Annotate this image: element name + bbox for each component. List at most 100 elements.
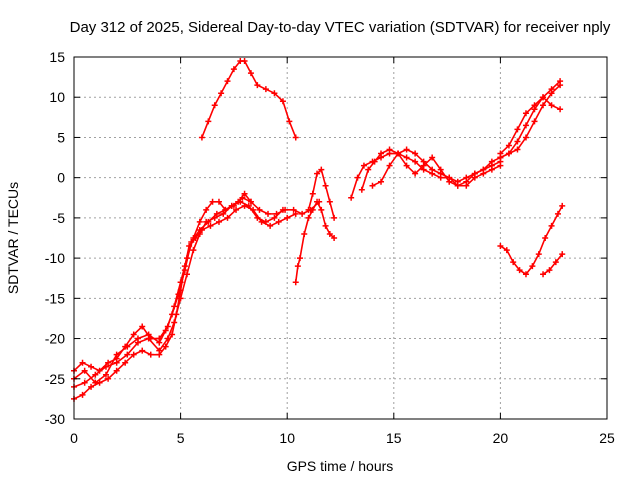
series-track-14 xyxy=(497,202,566,278)
data-point-marker xyxy=(211,102,218,109)
data-point-marker xyxy=(113,367,120,374)
data-series xyxy=(71,58,566,402)
data-point-marker xyxy=(233,206,240,213)
data-point-marker xyxy=(279,206,286,213)
data-point-marker xyxy=(395,150,402,157)
data-point-marker xyxy=(522,110,529,117)
data-point-marker xyxy=(207,222,214,229)
data-point-marker xyxy=(522,122,529,129)
data-point-marker xyxy=(548,90,555,97)
data-point-marker xyxy=(209,198,216,205)
data-point-marker xyxy=(292,279,299,286)
data-point-marker xyxy=(386,162,393,169)
data-point-marker xyxy=(412,150,419,157)
data-point-marker xyxy=(105,359,112,366)
data-point-marker xyxy=(480,170,487,177)
data-point-marker xyxy=(531,106,538,113)
data-point-marker xyxy=(196,218,203,225)
data-point-marker xyxy=(559,202,566,209)
chart-title: Day 312 of 2025, Sidereal Day-to-day VTE… xyxy=(70,19,611,36)
data-point-marker xyxy=(446,174,453,181)
series-track-12 xyxy=(497,82,564,161)
data-point-marker xyxy=(284,214,291,221)
data-point-marker xyxy=(164,323,171,330)
data-point-marker xyxy=(235,198,242,205)
data-point-marker xyxy=(196,230,203,237)
series-line xyxy=(499,96,561,159)
data-point-marker xyxy=(497,154,504,161)
data-point-marker xyxy=(497,162,504,169)
data-point-marker xyxy=(198,134,205,141)
data-point-marker xyxy=(322,222,329,229)
data-point-marker xyxy=(156,335,163,342)
data-point-marker xyxy=(497,243,504,250)
data-point-marker xyxy=(271,214,278,221)
data-point-marker xyxy=(164,335,171,342)
data-point-marker xyxy=(171,319,178,326)
series-line xyxy=(73,205,297,400)
data-point-marker xyxy=(156,347,163,354)
plot-frame xyxy=(73,56,608,420)
data-point-marker xyxy=(369,182,376,189)
series-line xyxy=(542,253,564,276)
data-point-marker xyxy=(516,267,523,274)
data-point-marker xyxy=(203,206,210,213)
data-point-marker xyxy=(130,351,137,358)
data-point-marker xyxy=(531,118,538,125)
data-point-marker xyxy=(354,174,361,181)
series-track-6 xyxy=(292,198,338,286)
data-point-marker xyxy=(213,210,220,217)
data-point-marker xyxy=(215,218,222,225)
data-point-marker xyxy=(557,106,564,113)
y-tick-label: 15 xyxy=(49,49,65,65)
data-point-marker xyxy=(271,90,278,97)
x-tick-label: 5 xyxy=(177,430,185,446)
data-point-marker xyxy=(514,138,521,145)
data-point-marker xyxy=(437,170,444,177)
series-line xyxy=(73,196,320,384)
data-point-marker xyxy=(403,154,410,161)
series-track-13 xyxy=(497,94,564,161)
data-point-marker xyxy=(326,230,333,237)
data-point-marker xyxy=(505,142,512,149)
data-point-marker xyxy=(241,58,248,65)
data-point-marker xyxy=(454,182,461,189)
y-tick-label: -15 xyxy=(45,290,65,306)
x-axis-label: GPS time / hours xyxy=(287,458,394,474)
data-point-marker xyxy=(548,102,555,109)
y-tick-label: -30 xyxy=(45,411,65,427)
data-point-marker xyxy=(552,259,559,266)
x-tick-label: 10 xyxy=(279,430,295,446)
data-point-marker xyxy=(292,210,299,217)
data-point-marker xyxy=(177,295,184,302)
data-point-marker xyxy=(540,102,547,109)
data-point-marker xyxy=(510,259,517,266)
data-point-marker xyxy=(548,222,555,229)
data-point-marker xyxy=(514,126,521,133)
series-track-2 xyxy=(71,194,323,386)
data-point-marker xyxy=(215,198,222,205)
data-point-marker xyxy=(365,166,372,173)
data-point-marker xyxy=(348,194,355,201)
data-point-marker xyxy=(190,235,197,241)
data-point-marker xyxy=(296,255,303,262)
data-point-marker xyxy=(262,218,269,225)
data-point-marker xyxy=(471,174,478,181)
x-tick-label: 20 xyxy=(493,430,509,446)
data-point-marker xyxy=(230,66,237,73)
data-point-marker xyxy=(429,154,436,161)
axis-ticks: 0 5 10 15 20 25 -30 -25 -20 -15 -10 -5 0 5 10 15 xyxy=(45,49,615,446)
data-point-marker xyxy=(205,118,212,125)
data-point-marker xyxy=(275,218,282,225)
series-track-10 xyxy=(369,146,504,189)
data-point-marker xyxy=(183,271,190,278)
data-point-marker xyxy=(241,190,248,197)
data-point-marker xyxy=(554,210,561,217)
data-point-marker xyxy=(147,351,154,358)
data-point-marker xyxy=(224,78,231,85)
data-point-marker xyxy=(79,359,86,366)
data-point-marker xyxy=(514,146,521,153)
data-point-marker xyxy=(412,158,419,165)
data-point-marker xyxy=(171,303,178,310)
data-point-marker xyxy=(305,214,312,221)
